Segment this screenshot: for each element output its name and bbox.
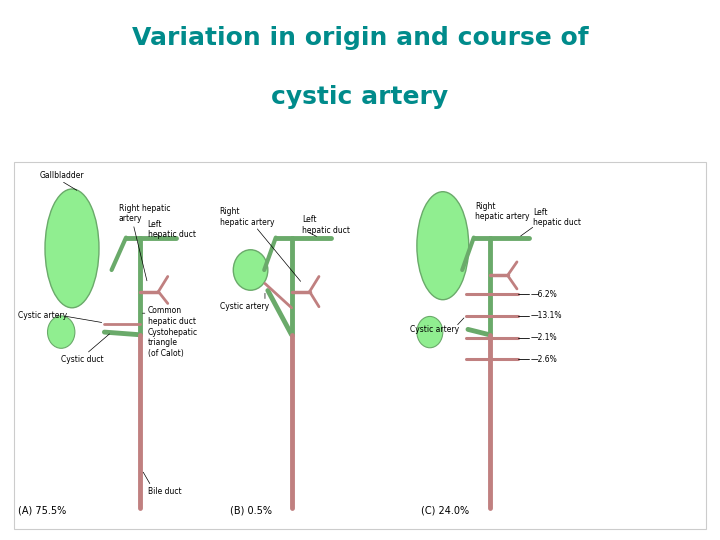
Text: Cystic artery: Cystic artery: [220, 302, 269, 311]
Text: (A) 75.5%: (A) 75.5%: [18, 505, 66, 515]
Text: (B) 0.5%: (B) 0.5%: [230, 505, 272, 515]
Text: Bile duct: Bile duct: [148, 487, 181, 496]
Text: Common
hepatic duct: Common hepatic duct: [148, 306, 196, 326]
Text: Right hepatic
artery: Right hepatic artery: [119, 204, 171, 223]
Text: —2.1%: —2.1%: [531, 333, 557, 342]
Text: Cystic artery: Cystic artery: [410, 325, 459, 334]
Text: Right
hepatic artery: Right hepatic artery: [220, 207, 274, 227]
Ellipse shape: [45, 189, 99, 308]
Ellipse shape: [48, 316, 75, 348]
Text: (C) 24.0%: (C) 24.0%: [421, 505, 469, 515]
Text: —6.2%: —6.2%: [531, 290, 557, 299]
Text: Gallbladder: Gallbladder: [40, 171, 84, 180]
Text: —13.1%: —13.1%: [531, 312, 562, 320]
Text: Variation in origin and course of: Variation in origin and course of: [132, 26, 588, 50]
Text: —2.6%: —2.6%: [531, 355, 557, 363]
Ellipse shape: [417, 192, 469, 300]
Text: Cystic duct: Cystic duct: [61, 355, 104, 363]
Ellipse shape: [417, 316, 443, 348]
FancyBboxPatch shape: [14, 162, 706, 529]
Text: Cystohepatic
triangle
(of Calot): Cystohepatic triangle (of Calot): [148, 328, 198, 358]
Text: Left
hepatic duct: Left hepatic duct: [148, 220, 196, 239]
Ellipse shape: [233, 249, 268, 291]
Text: Left
hepatic duct: Left hepatic duct: [302, 215, 351, 235]
Text: Cystic artery: Cystic artery: [18, 312, 67, 320]
Text: Left
hepatic duct: Left hepatic duct: [533, 208, 581, 227]
Text: Right
hepatic artery: Right hepatic artery: [475, 202, 530, 221]
Text: cystic artery: cystic artery: [271, 85, 449, 109]
